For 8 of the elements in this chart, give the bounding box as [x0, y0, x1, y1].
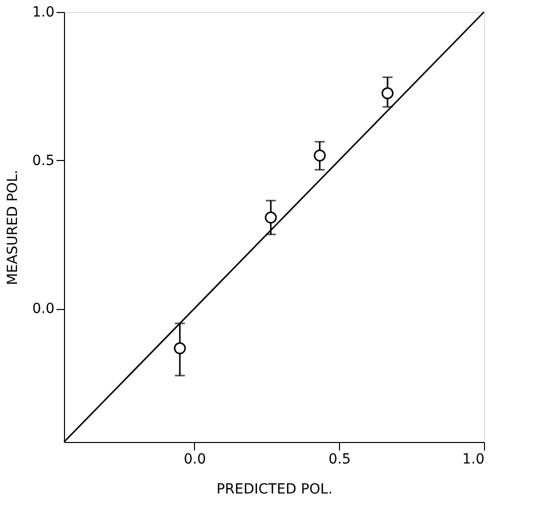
x-axis-title: PREDICTED POL. — [216, 482, 333, 498]
x-tick-label: 0.5 — [328, 452, 351, 468]
x-tick-label: 1.0 — [462, 452, 484, 468]
y-axis-title: MEASURED POL. — [5, 170, 22, 286]
y-tick-label: 0.0 — [32, 301, 54, 318]
x-tick-label: 0.0 — [184, 452, 206, 468]
y-tick-label: 0.5 — [32, 152, 54, 169]
y-tick-label: 1.0 — [32, 4, 54, 20]
